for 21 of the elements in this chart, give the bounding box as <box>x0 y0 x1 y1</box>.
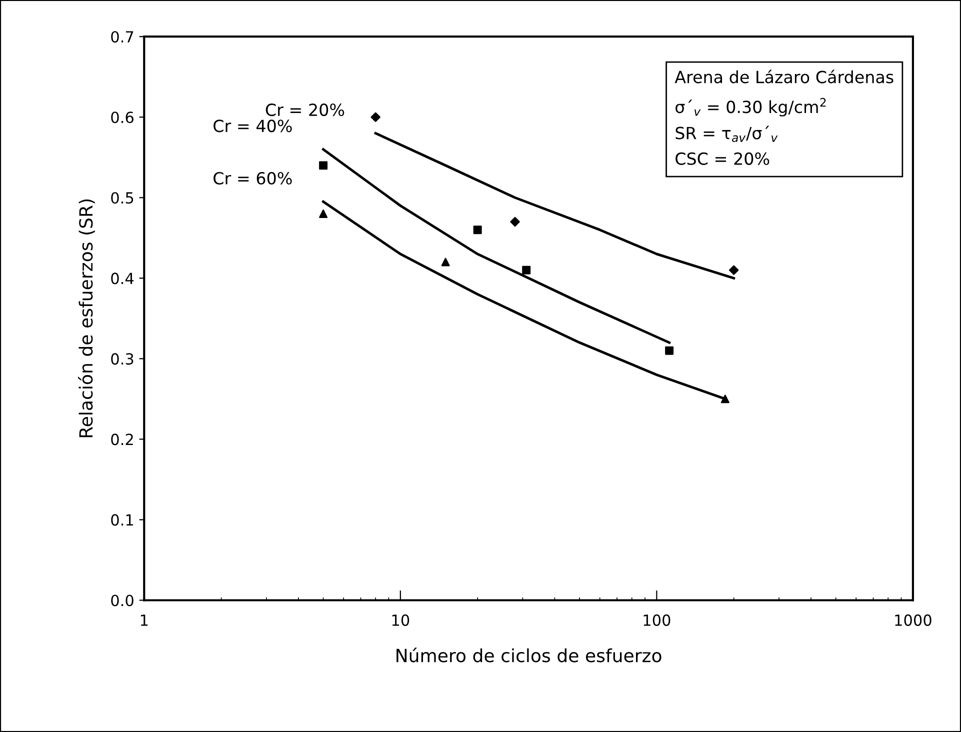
y-tick-label: 0.7 <box>111 31 134 43</box>
y-tick-label: 0.5 <box>111 192 134 204</box>
text: Cr = 20% <box>266 104 344 116</box>
y-tick-label: 0.6 <box>111 112 134 124</box>
y-axis-title: Relación de esfuerzos (SR) <box>78 199 95 438</box>
y-tick-label: 0.3 <box>111 353 134 365</box>
y-tick-label: 0.1 <box>111 514 134 526</box>
x-tick-label: 1 <box>140 614 148 626</box>
annotation: Arena de Lázaro Cárdenas <box>674 70 894 84</box>
x-tick-label: 1000 <box>895 614 932 626</box>
text: Cr = 40% <box>214 120 292 132</box>
x-tick-label: 100 <box>644 614 670 626</box>
x-axis-title: Número de ciclos de esfuerzo <box>396 648 662 662</box>
annotation: CSC = 20% <box>676 152 770 165</box>
x-tick-label: 10 <box>392 614 410 626</box>
y-tick-label: 0.0 <box>111 594 134 606</box>
y-tick-label: 0.4 <box>111 272 134 284</box>
annotation: SR = τ$_{av}$/σ´$_{v}$ <box>676 126 778 142</box>
text: Cr = 60% <box>214 172 292 185</box>
annotation: σ´$_{v}$ = 0.30 kg/cm$^{2}$ <box>676 98 826 116</box>
y-tick-label: 0.2 <box>111 434 133 446</box>
